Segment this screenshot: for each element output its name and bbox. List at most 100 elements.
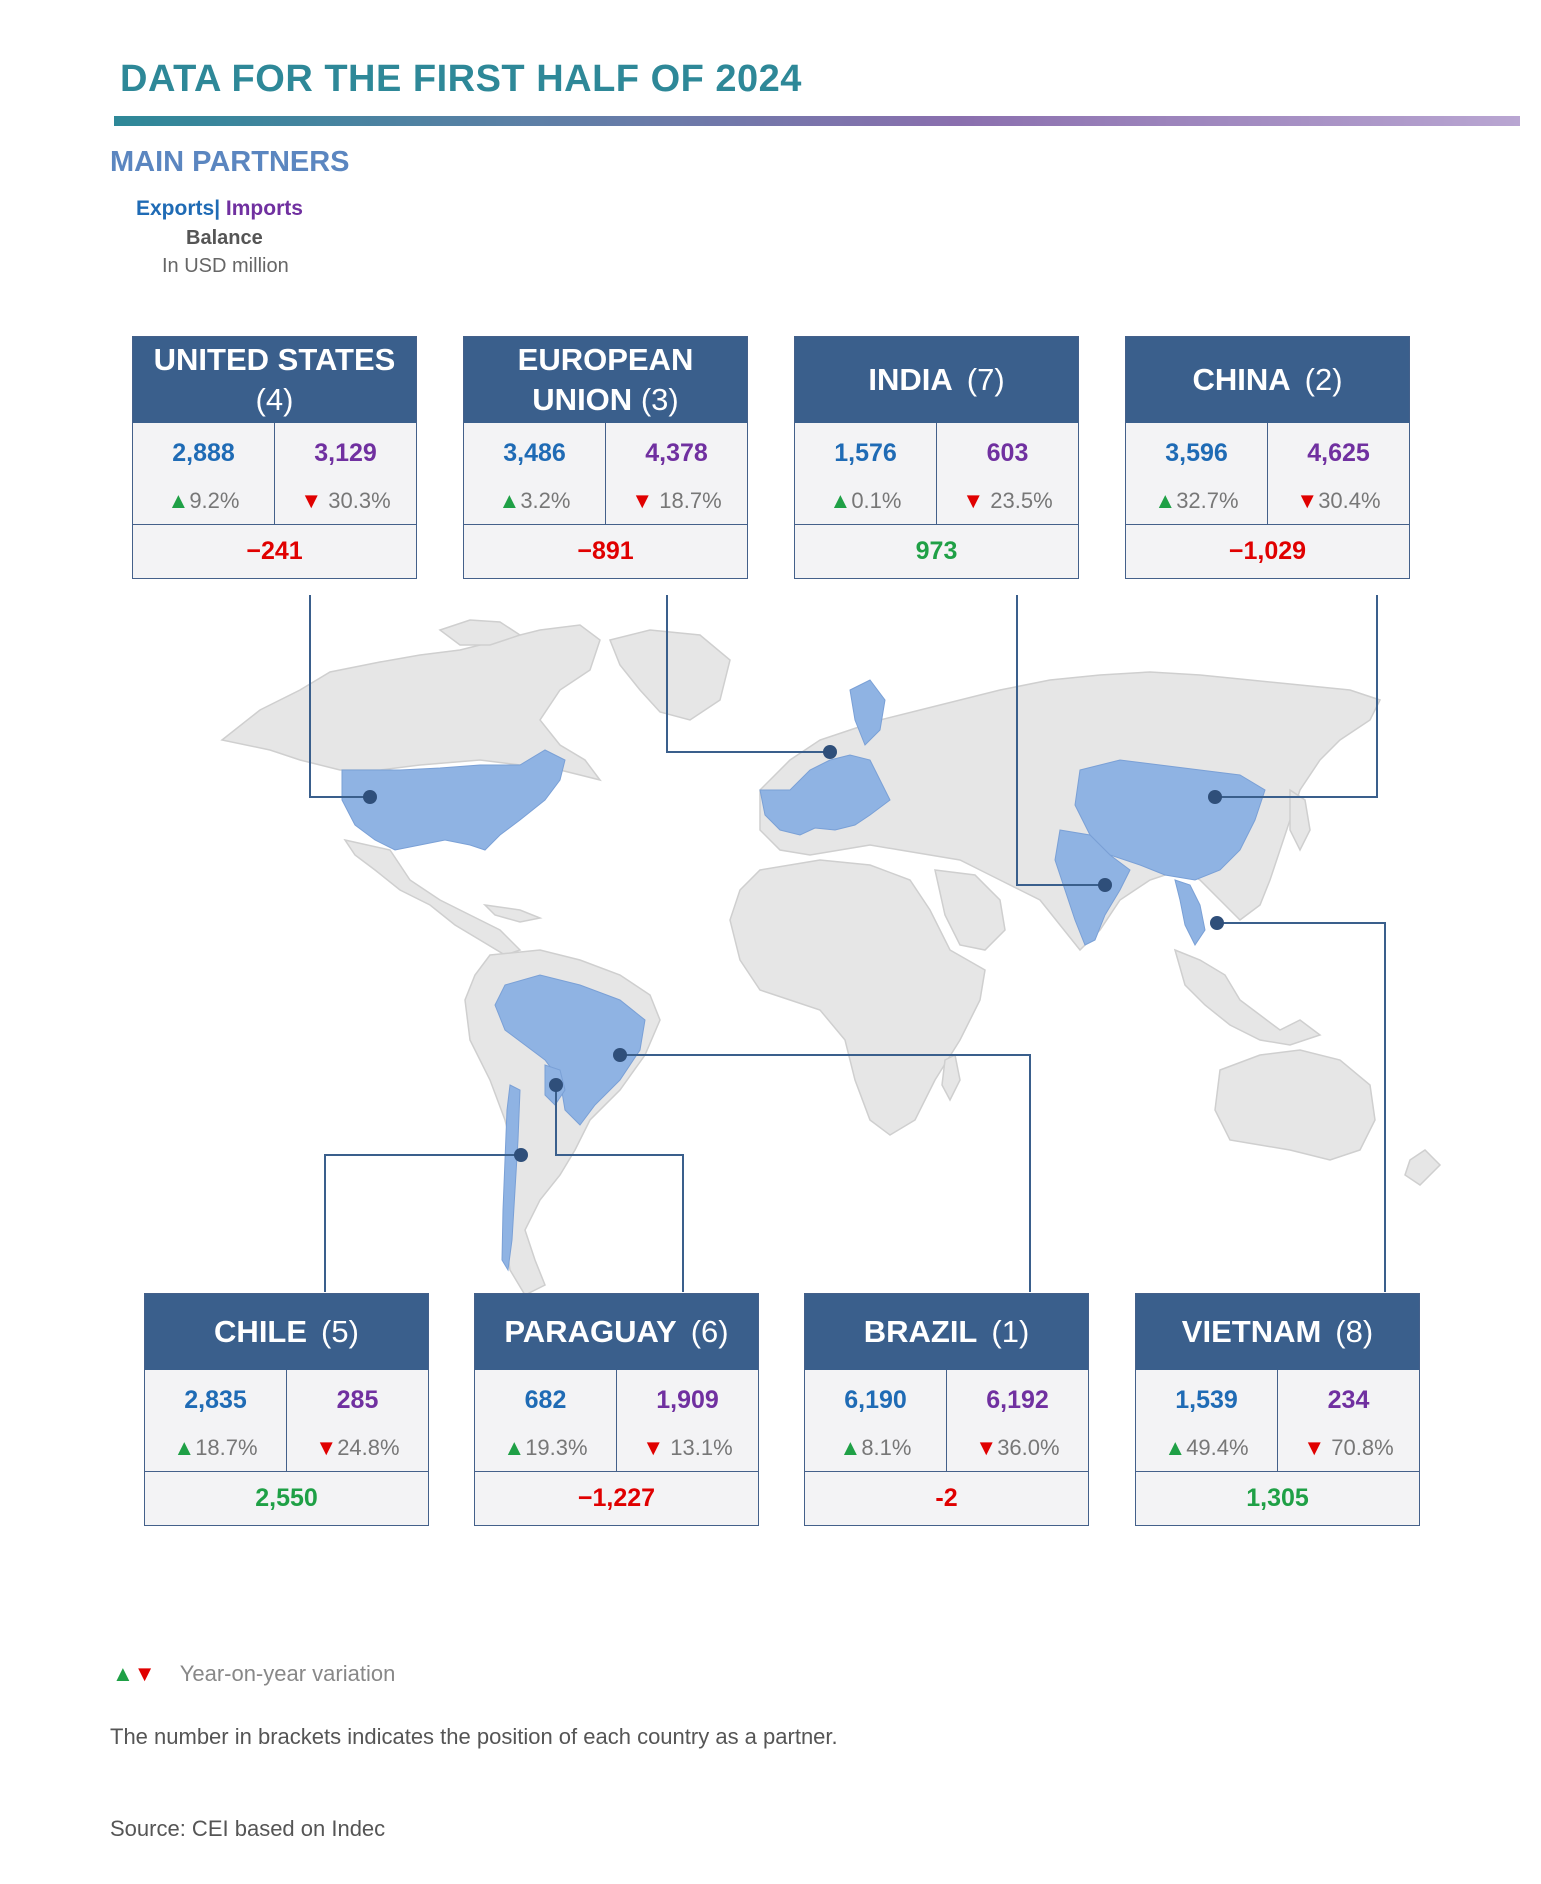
- marker-brazil: [613, 1048, 627, 1062]
- imports-variation: ▼ 23.5%: [962, 488, 1053, 513]
- connector-india: [1016, 595, 1105, 886]
- partner-card-india: INDIA (7) 1,576 ▲0.1% 603 ▼ 23.5% 973: [794, 336, 1079, 579]
- partner-rank: (6): [690, 1313, 729, 1349]
- source-note: Source: CEI based on Indec: [110, 1816, 386, 1841]
- partner-name-line2: UNION (3): [532, 382, 679, 417]
- imports-variation: ▼36.0%: [975, 1435, 1060, 1460]
- imports-value: 4,378: [645, 439, 708, 467]
- exports-value: 3,596: [1165, 439, 1228, 467]
- balance-value: 2,550: [255, 1484, 318, 1512]
- up-arrow-icon: ▲: [173, 1435, 196, 1460]
- map-highlighted-partners: [341, 679, 1266, 1272]
- partner-card-paraguay: PARAGUAY (6) 682 ▲19.3% 1,909 ▼ 13.1% −1…: [474, 1293, 759, 1526]
- partner-rank: (8): [1335, 1313, 1374, 1349]
- exports-variation: ▲32.7%: [1154, 488, 1239, 513]
- imports-value: 3,129: [314, 439, 377, 467]
- up-arrow-icon: ▲: [112, 1661, 134, 1686]
- card-values: 6,190 ▲8.1% 6,192 ▼36.0%: [805, 1370, 1088, 1472]
- partner-card-chile: CHILE (5) 2,835 ▲18.7% 285 ▼24.8% 2,550: [144, 1293, 429, 1526]
- card-values: 2,888 ▲9.2% 3,129 ▼ 30.3%: [133, 423, 416, 525]
- imports-cell: 6,192 ▼36.0%: [946, 1370, 1088, 1471]
- partner-name: CHILE: [214, 1313, 308, 1349]
- ranking-note: The number in brackets indicates the pos…: [110, 1724, 838, 1749]
- imports-variation: ▼ 13.1%: [642, 1435, 733, 1460]
- imports-cell: 1,909 ▼ 13.1%: [616, 1370, 758, 1471]
- exports-cell: 2,835 ▲18.7%: [145, 1370, 286, 1471]
- connector-european-union: [666, 595, 830, 753]
- map-brazil: [494, 974, 646, 1126]
- card-values: 3,596 ▲32.7% 4,625 ▼30.4%: [1126, 423, 1409, 525]
- up-arrow-icon: ▲: [503, 1435, 526, 1460]
- partner-card-united-states: UNITED STATES (4) 2,888 ▲9.2% 3,129 ▼ 30…: [132, 336, 417, 579]
- partner-name: PARAGUAY: [504, 1313, 677, 1349]
- exports-cell: 2,888 ▲9.2%: [133, 423, 274, 524]
- legend-imports: Imports: [225, 197, 303, 220]
- connector-united-states: [309, 595, 370, 798]
- down-arrow-icon: ▼: [1296, 488, 1319, 513]
- imports-cell: 4,378 ▼ 18.7%: [605, 423, 747, 524]
- map-european-union: [759, 679, 891, 836]
- exports-value: 2,888: [172, 439, 235, 467]
- exports-variation: ▲8.1%: [839, 1435, 912, 1460]
- legend-balance: Balance: [186, 227, 263, 249]
- variation-legend: ▲▼ Year-on-year variation: [112, 1661, 395, 1687]
- imports-value: 285: [336, 1386, 379, 1414]
- legend-exports: Exports: [136, 197, 215, 220]
- exports-cell: 3,596 ▲32.7%: [1126, 423, 1267, 524]
- legend-separator: |: [214, 197, 221, 220]
- marker-india: [1098, 878, 1112, 892]
- partner-rank: (7): [966, 361, 1005, 397]
- down-arrow-icon: ▼: [631, 488, 654, 513]
- exports-cell: 682 ▲19.3%: [475, 1370, 616, 1471]
- section-subtitle: MAIN PARTNERS: [110, 146, 350, 178]
- partner-name: INDIA: [868, 361, 953, 397]
- imports-value: 1,909: [656, 1386, 719, 1414]
- imports-variation: ▼ 18.7%: [631, 488, 722, 513]
- connector-chile: [324, 1154, 521, 1292]
- exports-variation: ▲49.4%: [1164, 1435, 1249, 1460]
- marker-paraguay: [549, 1078, 563, 1092]
- imports-cell: 4,625 ▼30.4%: [1267, 423, 1409, 524]
- imports-value: 234: [1327, 1386, 1370, 1414]
- partner-name: BRAZIL: [863, 1313, 978, 1349]
- exports-cell: 3,486 ▲3.2%: [464, 423, 605, 524]
- map-united-states: [341, 749, 566, 851]
- balance-value: -2: [935, 1484, 958, 1512]
- exports-cell: 6,190 ▲8.1%: [805, 1370, 946, 1471]
- card-header: CHILE (5): [145, 1294, 428, 1370]
- down-arrow-icon: ▼: [300, 488, 323, 513]
- connector-vietnam: [1217, 922, 1386, 1292]
- partner-rank: (2): [1304, 361, 1343, 397]
- down-arrow-icon: ▼: [133, 1661, 156, 1686]
- exports-value: 6,190: [844, 1386, 907, 1414]
- card-header: CHINA (2): [1126, 337, 1409, 423]
- partner-rank: (4): [255, 382, 294, 417]
- partner-name: VIETNAM: [1181, 1313, 1322, 1349]
- balance-value: −1,029: [1228, 537, 1307, 565]
- card-values: 682 ▲19.3% 1,909 ▼ 13.1%: [475, 1370, 758, 1472]
- balance-value: −891: [577, 537, 634, 565]
- card-values: 3,486 ▲3.2% 4,378 ▼ 18.7%: [464, 423, 747, 525]
- exports-value: 1,539: [1175, 1386, 1238, 1414]
- down-arrow-icon: ▼: [1303, 1435, 1326, 1460]
- exports-value: 3,486: [503, 439, 566, 467]
- connector-paraguay: [555, 1085, 684, 1292]
- balance-value: −1,227: [577, 1484, 656, 1512]
- legend-exports-imports: Exports| Imports: [136, 197, 303, 221]
- card-header: UNITED STATES (4): [133, 337, 416, 423]
- exports-value: 1,576: [834, 439, 897, 467]
- connector-china: [1215, 595, 1378, 798]
- up-arrow-icon: ▲: [1154, 488, 1177, 513]
- exports-value: 682: [524, 1386, 567, 1414]
- map-vietnam: [1174, 879, 1206, 946]
- marker-united-states: [363, 790, 377, 804]
- balance-value: 973: [915, 537, 958, 565]
- map-markers: [363, 745, 1224, 1162]
- map-landmass: [220, 619, 1442, 1296]
- imports-variation: ▼24.8%: [315, 1435, 400, 1460]
- up-arrow-icon: ▲: [167, 488, 190, 513]
- imports-value: 4,625: [1307, 439, 1370, 467]
- partner-rank: (1): [991, 1313, 1030, 1349]
- card-header: EUROPEAN UNION (3): [464, 337, 747, 423]
- imports-value: 603: [986, 439, 1029, 467]
